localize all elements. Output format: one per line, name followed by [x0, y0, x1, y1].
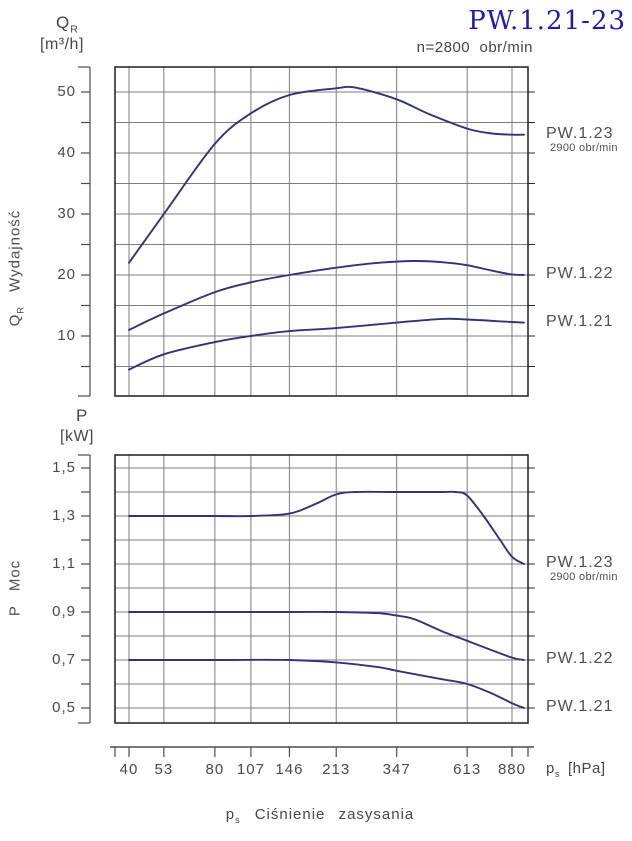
series-note: 2900 obr/min [550, 571, 618, 583]
series-label: PW.1.23 [546, 554, 614, 571]
bottom-chart-quantity-symbol: P [76, 406, 88, 428]
x-tick-label: 613 [453, 761, 482, 778]
caption-text: Ciśnienie zasysania [254, 806, 415, 823]
y-tick-label: 50 [57, 83, 76, 100]
speed-subtitle: n=2800 obr/min [416, 39, 533, 56]
x-tick-label: 880 [497, 761, 526, 778]
pressure-unit: [hPa] [568, 760, 606, 777]
y-tick-label: 1,1 [52, 555, 76, 572]
series-label: PW.1.21 [546, 698, 614, 715]
x-tick-label: 146 [275, 761, 304, 778]
series-label: PW.1.21 [546, 312, 614, 330]
x-tick-label: 53 [154, 761, 174, 778]
top-chart-y-axis-title: QR Wydajność [7, 210, 26, 327]
y-title-text: Moc [6, 559, 24, 592]
caption-subscript: s [235, 815, 241, 825]
y-title-symbol: Q [6, 313, 24, 327]
top-chart-quantity-symbol: QR [56, 13, 79, 35]
y-tick-label: 1,3 [52, 507, 76, 524]
x-axis-unit-label: ps [hPa] [546, 760, 606, 779]
caption-symbol: p [225, 806, 236, 823]
y-tick-label: 40 [57, 144, 76, 161]
pressure-subscript: s [554, 769, 560, 779]
y-tick-label: 20 [57, 266, 76, 283]
series-label: PW.1.22 [546, 650, 614, 667]
x-tick-label: 80 [205, 761, 225, 778]
q-symbol: Q [56, 13, 71, 32]
y-tick-label: 0,7 [52, 651, 76, 668]
top-chart-unit-label: [m³/h] [40, 36, 84, 53]
x-axis-caption: ps Ciśnienie zasysania [170, 806, 470, 825]
y-tick-label: 0,9 [52, 603, 76, 620]
x-tick-label: 213 [322, 761, 351, 778]
q-symbol-subscript: R [70, 23, 79, 36]
series-note: 2900 obr/min [550, 141, 618, 154]
y-tick-label: 1,5 [52, 459, 76, 476]
p-symbol: P [76, 406, 89, 425]
bottom-chart-y-axis-title: P Moc [7, 560, 26, 616]
pressure-symbol: p [546, 760, 555, 777]
x-tick-label: 107 [236, 761, 265, 778]
y-tick-label: 0,5 [52, 699, 76, 716]
bottom-chart-unit-label: [kW] [60, 428, 94, 445]
y-title-symbol: P [6, 605, 24, 617]
y-title-text: Wydajność [6, 209, 24, 292]
series-label: PW.1.22 [546, 265, 614, 282]
x-tick-label: 40 [119, 761, 139, 778]
y-tick-label: 10 [57, 327, 76, 344]
y-tick-label: 30 [57, 205, 76, 222]
page-title: PW.1.21-23 [468, 6, 626, 36]
x-tick-label: 347 [382, 761, 411, 778]
series-label: PW.1.23 [546, 124, 614, 142]
y-title-subscript: R [15, 305, 26, 314]
